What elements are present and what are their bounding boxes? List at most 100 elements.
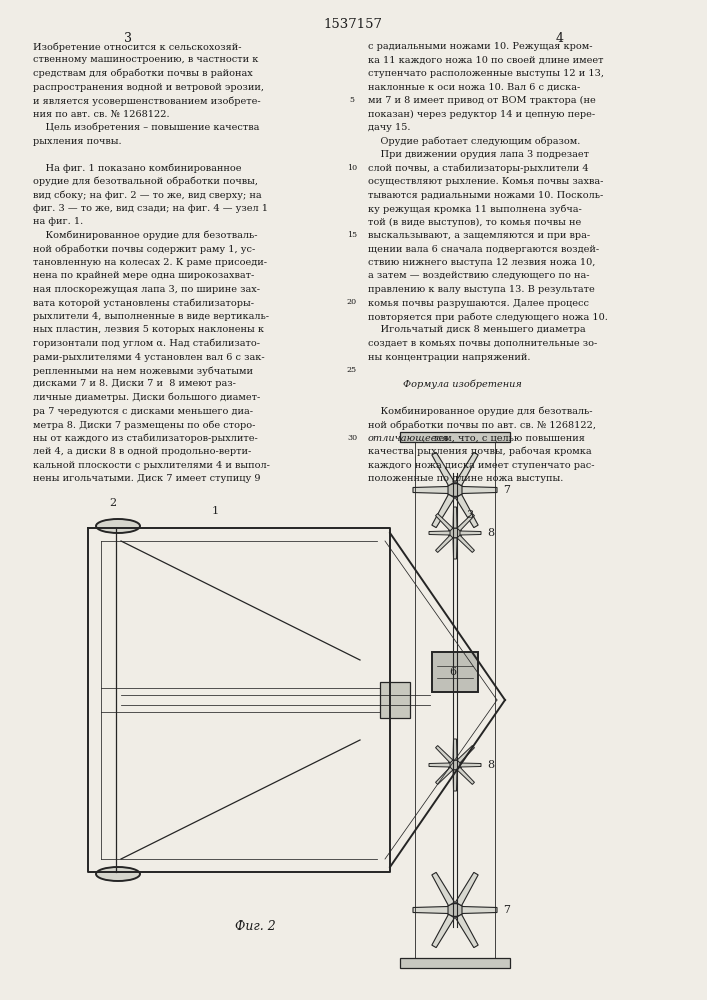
Polygon shape	[432, 872, 455, 906]
Text: вата которой установлены стабилизаторы-: вата которой установлены стабилизаторы-	[33, 298, 254, 308]
Text: При движении орудия лапа 3 подрезает: При движении орудия лапа 3 подрезает	[368, 150, 589, 159]
Polygon shape	[453, 507, 457, 528]
Polygon shape	[453, 770, 457, 791]
Text: ной обработки почвы по авт. св. № 1268122,: ной обработки почвы по авт. св. № 126812…	[368, 420, 596, 430]
Text: метра 8. Диски 7 размещены по обе сторо-: метра 8. Диски 7 размещены по обе сторо-	[33, 420, 255, 430]
Polygon shape	[432, 494, 455, 528]
Text: показан) через редуктор 14 и цепную пере-: показан) через редуктор 14 и цепную пере…	[368, 109, 595, 119]
Text: 6: 6	[449, 667, 456, 677]
Ellipse shape	[446, 484, 464, 496]
Ellipse shape	[446, 904, 464, 916]
Ellipse shape	[448, 528, 462, 538]
Text: 25: 25	[347, 366, 357, 374]
Polygon shape	[436, 535, 453, 552]
Ellipse shape	[96, 867, 140, 881]
Text: рыхления почвы.: рыхления почвы.	[33, 136, 122, 145]
Text: 8: 8	[487, 760, 494, 770]
Text: Игольчатый диск 8 меньшего диаметра: Игольчатый диск 8 меньшего диаметра	[368, 326, 585, 334]
Text: 2: 2	[110, 498, 117, 508]
Text: комья почвы разрушаются. Далее процесс: комья почвы разрушаются. Далее процесс	[368, 298, 589, 308]
Polygon shape	[462, 487, 497, 493]
Text: создает в комьях почвы дополнительные зо-: создает в комьях почвы дополнительные зо…	[368, 339, 597, 348]
Polygon shape	[455, 914, 478, 948]
Polygon shape	[457, 514, 474, 531]
Text: кальной плоскости с рыхлителями 4 и выпол-: кальной плоскости с рыхлителями 4 и выпо…	[33, 460, 270, 470]
Text: 3: 3	[467, 510, 474, 520]
Polygon shape	[457, 535, 474, 552]
Text: ны концентрации напряжений.: ны концентрации напряжений.	[368, 353, 530, 361]
Text: ния по авт. св. № 1268122.: ния по авт. св. № 1268122.	[33, 109, 170, 118]
Text: 5: 5	[349, 96, 354, 104]
Text: с радиальными ножами 10. Режущая кром-: с радиальными ножами 10. Режущая кром-	[368, 42, 592, 51]
Polygon shape	[453, 739, 457, 760]
Text: ка 11 каждого ножа 10 по своей длине имеет: ка 11 каждого ножа 10 по своей длине име…	[368, 55, 604, 64]
Text: лей 4, а диски 8 в одной продольно-верти-: лей 4, а диски 8 в одной продольно-верти…	[33, 447, 251, 456]
Bar	[380, 682, 410, 718]
Text: положенные по длине ножа выступы.: положенные по длине ножа выступы.	[368, 474, 563, 483]
Text: тановленную на колесах 2. К раме присоеди-: тановленную на колесах 2. К раме присоед…	[33, 258, 267, 267]
Text: 20: 20	[347, 298, 357, 306]
Text: Комбинированное орудие для безотваль-: Комбинированное орудие для безотваль-	[368, 406, 592, 416]
Text: и является усовершенствованием изобрете-: и является усовершенствованием изобрете-	[33, 96, 261, 105]
Text: нена по крайней мере одна широкозахват-: нена по крайней мере одна широкозахват-	[33, 271, 255, 280]
Polygon shape	[413, 487, 448, 493]
Polygon shape	[436, 767, 453, 784]
Text: репленными на нем ножевыми зубчатыми: репленными на нем ножевыми зубчатыми	[33, 366, 253, 375]
Text: выскальзывают, а защемляются и при вра-: выскальзывают, а защемляются и при вра-	[368, 231, 590, 240]
Text: Цель изобретения – повышение качества: Цель изобретения – повышение качества	[33, 123, 259, 132]
Text: на фиг. 1.: на фиг. 1.	[33, 218, 83, 227]
Text: нены игольчатыми. Диск 7 имеет ступицу 9: нены игольчатыми. Диск 7 имеет ступицу 9	[33, 474, 260, 483]
Text: ны от каждого из стабилизаторов-рыхлите-: ны от каждого из стабилизаторов-рыхлите-	[33, 434, 258, 443]
Text: Орудие работает следующим образом.: Орудие работает следующим образом.	[368, 136, 580, 146]
Text: 1537157: 1537157	[324, 18, 382, 31]
Text: тываются радиальными ножами 10. Посколь-: тываются радиальными ножами 10. Посколь-	[368, 190, 603, 200]
Text: 15: 15	[347, 231, 357, 239]
Text: вид сбоку; на фиг. 2 — то же, вид сверху; на: вид сбоку; на фиг. 2 — то же, вид сверху…	[33, 190, 262, 200]
Text: 7: 7	[503, 905, 510, 915]
Text: повторяется при работе следующего ножа 10.: повторяется при работе следующего ножа 1…	[368, 312, 608, 322]
Text: Изобретение относится к сельскохозяй-: Изобретение относится к сельскохозяй-	[33, 42, 242, 51]
Text: той (в виде выступов), то комья почвы не: той (в виде выступов), то комья почвы не	[368, 218, 581, 227]
Polygon shape	[453, 538, 457, 559]
Polygon shape	[460, 763, 481, 767]
Bar	[400, 958, 510, 968]
Text: дисками 7 и 8. Диски 7 и  8 имеют раз-: дисками 7 и 8. Диски 7 и 8 имеют раз-	[33, 379, 236, 388]
Text: ственному машиностроению, в частности к: ственному машиностроению, в частности к	[33, 55, 258, 64]
Polygon shape	[455, 452, 478, 486]
Text: распространения водной и ветровой эрозии,: распространения водной и ветровой эрозии…	[33, 83, 264, 92]
Text: слой почвы, а стабилизаторы-рыхлители 4: слой почвы, а стабилизаторы-рыхлители 4	[368, 163, 589, 173]
Polygon shape	[462, 906, 497, 914]
Text: Формула изобретения: Формула изобретения	[403, 379, 522, 389]
Text: отличающееся: отличающееся	[368, 434, 450, 442]
Text: Фиг. 2: Фиг. 2	[235, 920, 275, 933]
Polygon shape	[460, 531, 481, 535]
Text: горизонтали под углом α. Над стабилизато-: горизонтали под углом α. Над стабилизато…	[33, 339, 260, 349]
Text: а затем — воздействию следующего по на-: а затем — воздействию следующего по на-	[368, 271, 590, 280]
Text: орудие для безотвальной обработки почвы,: орудие для безотвальной обработки почвы,	[33, 177, 258, 186]
Polygon shape	[457, 746, 474, 763]
Text: дачу 15.: дачу 15.	[368, 123, 411, 132]
Polygon shape	[432, 452, 455, 486]
Text: ная плоскорежущая лапа 3, по ширине зах-: ная плоскорежущая лапа 3, по ширине зах-	[33, 285, 260, 294]
Polygon shape	[432, 914, 455, 948]
Ellipse shape	[448, 760, 462, 770]
Text: На фиг. 1 показано комбинированное: На фиг. 1 показано комбинированное	[33, 163, 242, 173]
Polygon shape	[455, 872, 478, 906]
Text: 1: 1	[211, 506, 218, 516]
Text: ных пластин, лезвия 5 которых наклонены к: ных пластин, лезвия 5 которых наклонены …	[33, 326, 264, 334]
Text: 8: 8	[487, 528, 494, 538]
Text: 30: 30	[347, 434, 357, 442]
Polygon shape	[413, 906, 448, 914]
Text: 3: 3	[124, 32, 132, 45]
Text: качества рыхления почвы, рабочая кромка: качества рыхления почвы, рабочая кромка	[368, 447, 592, 456]
Text: тем, что, с целью повышения: тем, что, с целью повышения	[430, 434, 585, 442]
Text: рами-рыхлителями 4 установлен вал 6 с зак-: рами-рыхлителями 4 установлен вал 6 с за…	[33, 353, 264, 361]
Text: ми 7 и 8 имеет привод от ВОМ трактора (не: ми 7 и 8 имеет привод от ВОМ трактора (н…	[368, 96, 596, 105]
Text: ствию нижнего выступа 12 лезвия ножа 10,: ствию нижнего выступа 12 лезвия ножа 10,	[368, 258, 595, 267]
Text: осуществляют рыхление. Комья почвы захва-: осуществляют рыхление. Комья почвы захва…	[368, 177, 603, 186]
Polygon shape	[436, 746, 453, 763]
Bar	[400, 432, 510, 442]
Text: ку режущая кромка 11 выполнена зубча-: ку режущая кромка 11 выполнена зубча-	[368, 204, 582, 214]
Polygon shape	[457, 767, 474, 784]
Polygon shape	[429, 763, 450, 767]
